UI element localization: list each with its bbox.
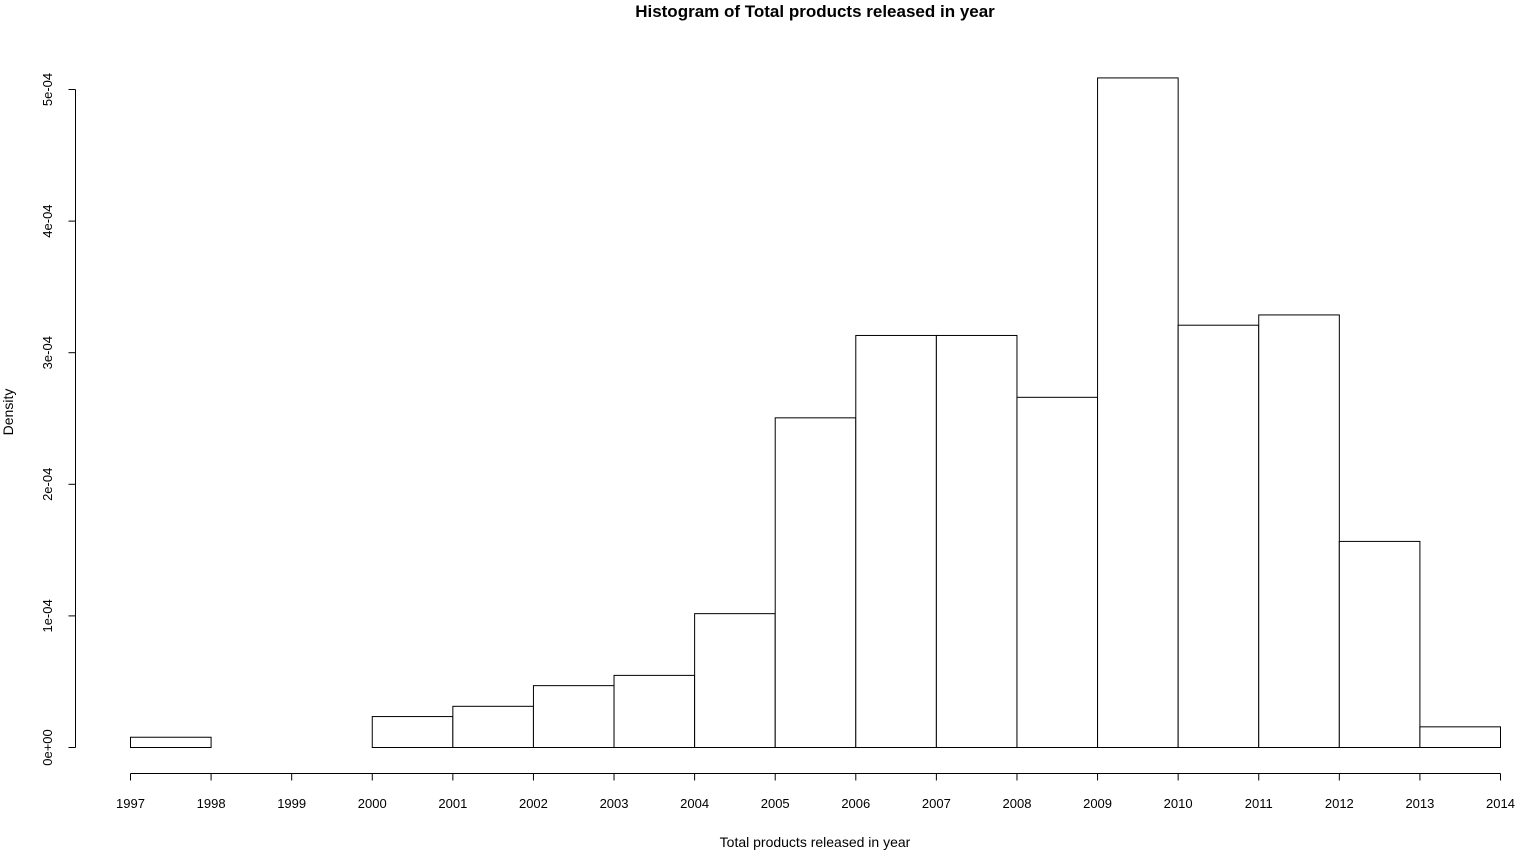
y-tick-label-1e-04: 1e-04 xyxy=(40,599,55,632)
x-tick-label-1998: 1998 xyxy=(197,796,226,811)
x-tick-label-2010: 2010 xyxy=(1164,796,1193,811)
x-tick-label-2004: 2004 xyxy=(680,796,709,811)
x-tick-label-2002: 2002 xyxy=(519,796,548,811)
x-tick-label-2000: 2000 xyxy=(358,796,387,811)
histogram-bar-2003-2004 xyxy=(613,674,696,749)
histogram-bar-1997-1998 xyxy=(130,736,212,748)
x-tick-label-2003: 2003 xyxy=(600,796,629,811)
x-tick-label-2009: 2009 xyxy=(1083,796,1112,811)
y-tick-label-5e-04: 5e-04 xyxy=(40,73,55,106)
histogram-bar-2001-2002 xyxy=(452,705,534,748)
x-tick-label-2008: 2008 xyxy=(1003,796,1032,811)
x-tick-label-2014: 2014 xyxy=(1486,796,1515,811)
histogram-bar-2013-2014 xyxy=(1419,726,1502,749)
x-tick-label-1999: 1999 xyxy=(277,796,306,811)
y-tick-label-4e-04: 4e-04 xyxy=(40,204,55,237)
histogram-bar-2010-2011 xyxy=(1177,324,1260,748)
histogram-bar-2009-2010 xyxy=(1097,77,1179,749)
x-tick-label-2011: 2011 xyxy=(1245,796,1273,811)
histogram-bar-2007-2008 xyxy=(935,334,1018,748)
x-tick-label-2005: 2005 xyxy=(761,796,790,811)
histogram-bar-2004-2005 xyxy=(694,613,776,748)
y-axis-label: Density xyxy=(0,389,16,436)
histogram-bar-2000-2001 xyxy=(371,716,454,749)
y-tick-label-3e-04: 3e-04 xyxy=(40,336,55,369)
x-axis: 1997 1998 1999 2000 2001 2002 2003 2004 2005 2006… xyxy=(116,773,1515,811)
histogram-bar-2012-2013 xyxy=(1338,540,1421,748)
histogram-bar-2002-2003 xyxy=(532,685,615,749)
x-tick-label-2006: 2006 xyxy=(841,796,870,811)
histogram-bar-2008-2009 xyxy=(1016,396,1099,748)
histogram-bar-2005-2006 xyxy=(774,417,857,748)
x-axis-label: Total products released in year xyxy=(720,834,911,850)
x-tick-label-2001: 2001 xyxy=(438,796,467,811)
x-tick-label-1997: 1997 xyxy=(116,796,145,811)
chart-title: Histogram of Total products released in … xyxy=(635,2,995,21)
y-tick-label-0e+00: 0e+00 xyxy=(40,729,55,766)
y-axis: 0e+00 1e-04 2e-04 3e-04 4e-04 5e-04 xyxy=(40,73,76,766)
y-tick-label-2e-04: 2e-04 xyxy=(40,468,55,501)
x-tick-label-2013: 2013 xyxy=(1405,796,1434,811)
histogram-bar-2006-2007 xyxy=(855,334,937,748)
x-tick-label-2007: 2007 xyxy=(922,796,951,811)
x-tick-label-2012: 2012 xyxy=(1325,796,1354,811)
histogram-bars xyxy=(130,77,1502,749)
histogram-bar-2011-2012 xyxy=(1258,314,1340,748)
